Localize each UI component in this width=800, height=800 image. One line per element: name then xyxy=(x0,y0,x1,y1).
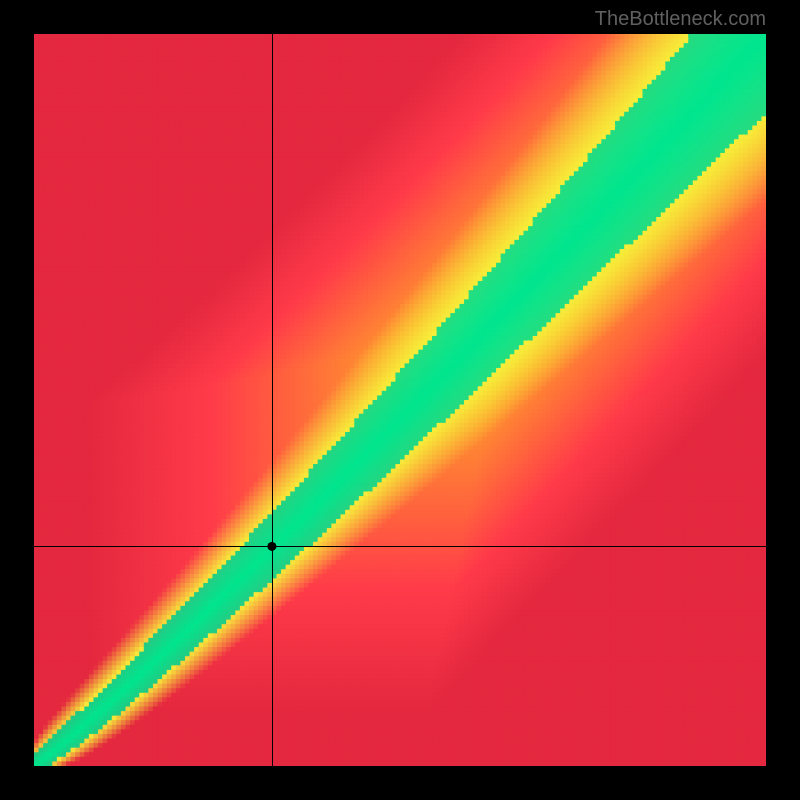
bottleneck-heatmap xyxy=(34,34,766,766)
watermark-text: TheBottleneck.com xyxy=(595,8,766,31)
chart-container: TheBottleneck.com xyxy=(0,0,800,800)
